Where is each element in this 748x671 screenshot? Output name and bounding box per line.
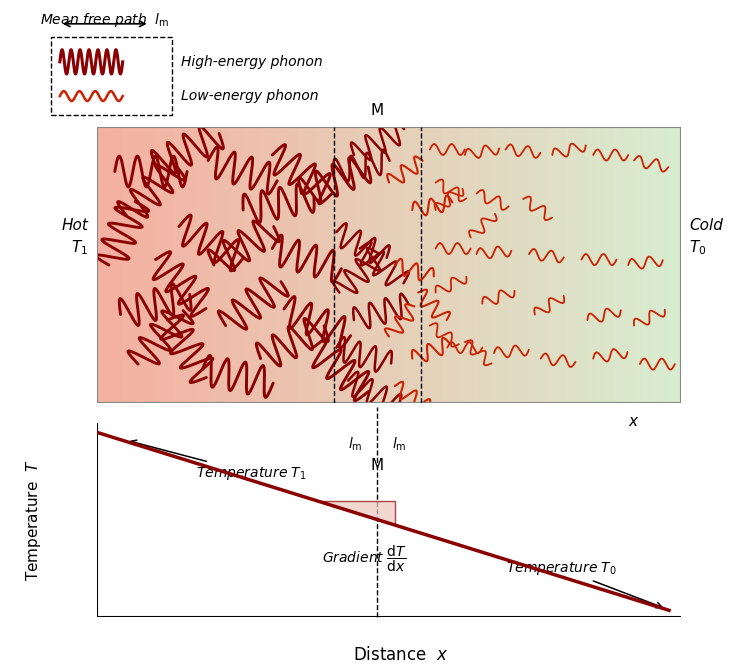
Text: Temperature  $T$: Temperature $T$ — [23, 459, 43, 581]
Text: $l_\mathrm{m}$: $l_\mathrm{m}$ — [392, 435, 406, 453]
Text: Cold
$T_0$: Cold $T_0$ — [690, 218, 723, 257]
Text: Mean free path  $l_\mathrm{m}$: Mean free path $l_\mathrm{m}$ — [40, 11, 169, 28]
Text: Distance  $x$: Distance $x$ — [352, 646, 448, 664]
Text: $x$: $x$ — [628, 415, 640, 429]
Text: M: M — [371, 103, 384, 117]
Text: High-energy phonon: High-energy phonon — [181, 55, 322, 69]
Text: Temperature $T_0$: Temperature $T_0$ — [506, 560, 662, 608]
Text: Gradient $\dfrac{\mathrm{d}T}{\mathrm{d}x}$: Gradient $\dfrac{\mathrm{d}T}{\mathrm{d}… — [322, 544, 407, 574]
Text: Unit area: Unit area — [0, 670, 1, 671]
Text: M: M — [371, 458, 384, 472]
Text: Low-energy phonon: Low-energy phonon — [181, 89, 319, 103]
Text: $l_\mathrm{m}$: $l_\mathrm{m}$ — [348, 435, 363, 453]
Polygon shape — [319, 501, 395, 525]
Text: Temperature $T_1$: Temperature $T_1$ — [131, 440, 307, 482]
Text: Hot
$T_1$: Hot $T_1$ — [61, 218, 88, 257]
